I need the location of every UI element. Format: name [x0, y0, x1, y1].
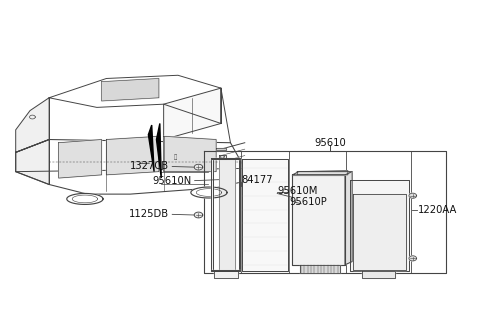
Polygon shape — [164, 88, 221, 140]
Polygon shape — [292, 175, 345, 265]
Polygon shape — [300, 265, 340, 273]
Polygon shape — [191, 187, 227, 198]
Polygon shape — [59, 140, 102, 178]
Polygon shape — [409, 256, 417, 261]
Polygon shape — [67, 193, 103, 204]
Polygon shape — [49, 75, 221, 123]
Text: 95610M: 95610M — [277, 186, 318, 196]
Polygon shape — [353, 194, 406, 270]
Text: 1220AA: 1220AA — [418, 204, 457, 214]
Polygon shape — [409, 193, 417, 198]
Polygon shape — [211, 270, 240, 271]
Polygon shape — [216, 147, 226, 150]
Polygon shape — [148, 125, 154, 172]
Polygon shape — [297, 171, 348, 175]
Polygon shape — [292, 172, 352, 175]
Text: 95610: 95610 — [314, 138, 346, 148]
Text: 95610P: 95610P — [289, 197, 327, 207]
Polygon shape — [345, 172, 352, 265]
Polygon shape — [218, 159, 235, 270]
Text: 95610N: 95610N — [152, 176, 192, 186]
Polygon shape — [16, 140, 49, 184]
Polygon shape — [194, 164, 203, 170]
Polygon shape — [350, 180, 409, 271]
Text: 1125DB: 1125DB — [129, 209, 169, 219]
Polygon shape — [194, 212, 203, 218]
Polygon shape — [16, 140, 245, 194]
Polygon shape — [219, 155, 226, 159]
Polygon shape — [156, 123, 161, 178]
Polygon shape — [211, 158, 240, 159]
Polygon shape — [362, 271, 395, 278]
Polygon shape — [235, 158, 240, 271]
Text: 84177: 84177 — [241, 175, 273, 185]
Polygon shape — [242, 159, 288, 271]
Text: 1327CB: 1327CB — [130, 161, 169, 171]
Polygon shape — [102, 78, 159, 101]
Polygon shape — [214, 271, 238, 278]
Polygon shape — [211, 158, 218, 271]
Polygon shape — [164, 136, 216, 172]
Polygon shape — [16, 98, 49, 152]
Polygon shape — [107, 136, 159, 175]
Text: ⩣: ⩣ — [174, 154, 177, 160]
